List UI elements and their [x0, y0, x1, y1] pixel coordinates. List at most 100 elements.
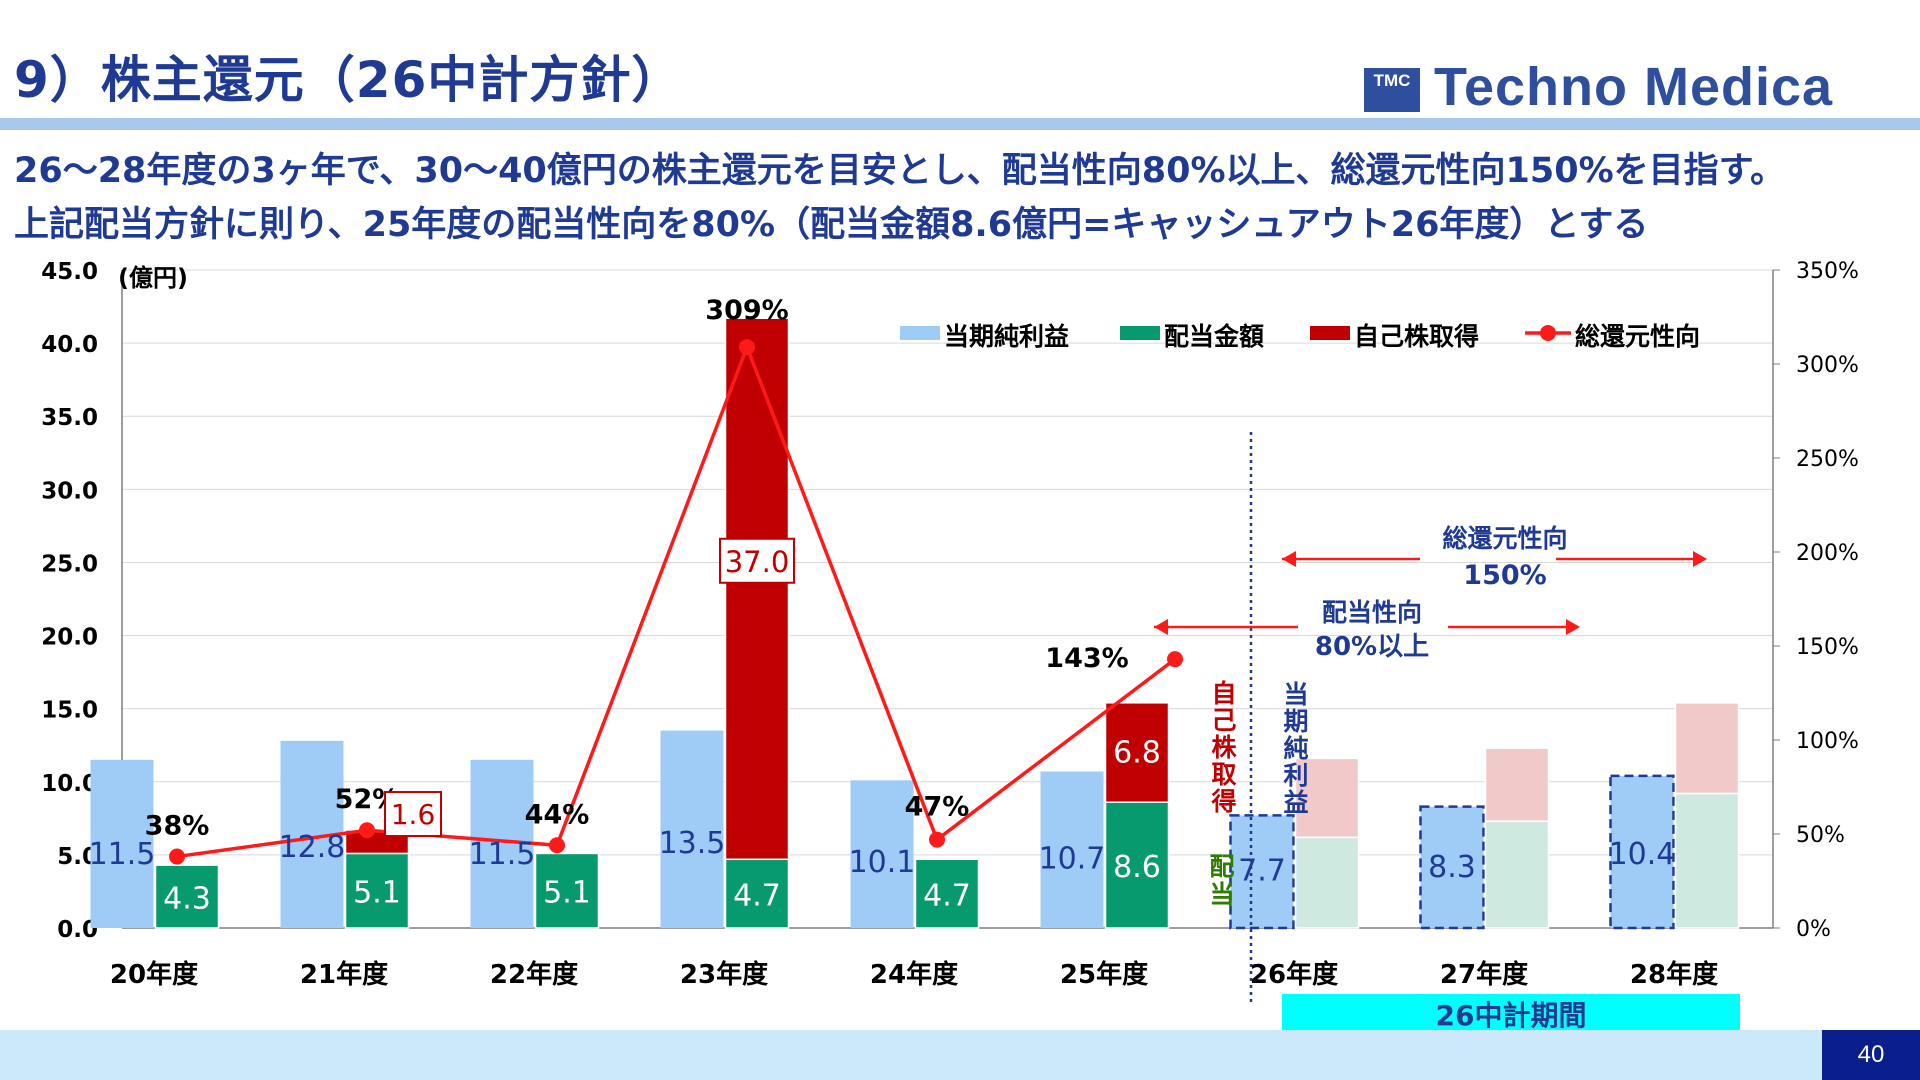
y-tick-label: 35.0 — [41, 405, 98, 431]
y-tick-label: 20.0 — [41, 625, 98, 651]
x-category-label: 25年度 — [1060, 959, 1148, 990]
x-category-label: 24年度 — [870, 959, 958, 990]
vertical-char: 純 — [1283, 734, 1308, 763]
net-income-label: 13.5 — [659, 826, 726, 861]
x-category-label: 28年度 — [1630, 959, 1718, 990]
dividend-bar — [1674, 792, 1740, 929]
y-tick-label: 40.0 — [41, 332, 98, 358]
dividend-bar — [1104, 801, 1170, 929]
plan-period-band — [1282, 994, 1740, 1030]
buyback-label-box — [384, 791, 442, 838]
logo-wordmark: Techno Medica — [1434, 57, 1834, 117]
dividend-bar — [344, 852, 410, 929]
total-return-label: 309% — [705, 295, 788, 326]
net-income-bar — [1040, 771, 1104, 928]
legend-label: 総還元性向 — [1575, 322, 1700, 351]
legend-swatch — [1120, 326, 1160, 340]
total-return-point — [169, 848, 185, 865]
y2-tick-label: 250% — [1796, 447, 1859, 472]
y2-tick-label: 0% — [1796, 917, 1831, 942]
net-income-bar — [850, 780, 914, 928]
vertical-char: 期 — [1283, 707, 1308, 736]
vertical-char: 自 — [1211, 679, 1236, 708]
y2-tick-label: 350% — [1796, 259, 1859, 284]
arrow-head — [1693, 551, 1707, 567]
arrow-head — [1154, 619, 1168, 635]
total-return-point — [1167, 651, 1183, 668]
dividend-label: 4.7 — [733, 879, 781, 914]
buyback-bar — [1484, 747, 1550, 823]
dividend-label: 5.1 — [353, 876, 401, 911]
total-return-label: 38% — [145, 811, 210, 842]
logo-mark: TMC — [1364, 68, 1420, 112]
vertical-char: 己 — [1211, 706, 1236, 735]
x-category-label: 23年度 — [680, 959, 768, 990]
net-income-label: 12.8 — [279, 830, 346, 865]
page-number: 40 — [1822, 1030, 1920, 1080]
total-return-point — [929, 831, 945, 848]
vertical-char: 益 — [1283, 788, 1308, 817]
x-category-label: 27年度 — [1440, 959, 1528, 990]
footer-bar — [0, 1030, 1920, 1080]
total-return-label: 47% — [905, 792, 970, 823]
arrow-head — [1282, 551, 1296, 567]
y-tick-label: 25.0 — [41, 551, 98, 577]
y2-tick-label: 300% — [1796, 353, 1859, 378]
total-return-line — [176, 342, 1177, 859]
legend-label: 当期純利益 — [944, 322, 1069, 351]
dividend-vertical-label: 配当 — [1209, 852, 1234, 909]
y-tick-label: 30.0 — [41, 478, 98, 504]
y-axis-unit-label: (億円) — [118, 264, 188, 292]
legend-label: 自己株取得 — [1354, 322, 1479, 351]
net-income-label: 11.5 — [469, 837, 536, 872]
line-layer — [169, 339, 1183, 865]
y2-tick-label: 200% — [1796, 541, 1859, 566]
buyback-vertical-label: 自己株取得 — [1210, 679, 1237, 816]
total-return-point — [549, 837, 565, 854]
y2-tick-label: 50% — [1796, 823, 1845, 848]
subtitle-line-2: 上記配当方針に則り、25年度の配当性向を80%（配当金額8.6億円=キャッシュア… — [14, 205, 1649, 245]
net-income-label: 10.1 — [849, 845, 916, 880]
vertical-char: 当 — [1209, 880, 1234, 909]
total-return-target-value: 150% — [1463, 560, 1546, 591]
y2-tick-label: 100% — [1796, 729, 1859, 754]
legend-label: 配当金額 — [1164, 322, 1264, 351]
x-category-label: 21年度 — [300, 959, 388, 990]
buyback-bar — [1104, 702, 1170, 803]
payout-target-label: 配当性向 — [1322, 598, 1422, 627]
shareholder-return-chart: 0.05.010.015.020.025.030.035.040.045.00%… — [41, 259, 1859, 1030]
buyback-bar — [1674, 702, 1740, 795]
page-title: 9）株主還元（26中計方針） — [14, 51, 683, 109]
legend-swatch — [1310, 326, 1350, 340]
total-return-target-label: 総還元性向 — [1442, 524, 1567, 553]
arrow-head — [1566, 619, 1580, 635]
buyback-label: 6.8 — [1113, 736, 1161, 771]
vertical-char: 利 — [1283, 761, 1308, 790]
net-income-bar — [1229, 814, 1295, 930]
net-income-label: 11.5 — [89, 837, 156, 872]
net-income-bar — [90, 759, 154, 928]
total-return-point — [359, 822, 375, 839]
dividend-label: 4.3 — [163, 882, 211, 917]
total-return-label: 44% — [525, 799, 590, 830]
legend-layer: 当期純利益 配当金額 自己株取得 総還元性向 — [900, 322, 1700, 351]
dividend-bar — [724, 858, 790, 929]
vertical-char: 当 — [1283, 680, 1308, 709]
vertical-char: 株 — [1211, 733, 1237, 762]
buyback-label: 1.6 — [391, 798, 436, 831]
vertical-char: 取 — [1211, 760, 1236, 789]
dividend-bar — [1294, 836, 1360, 929]
subtitle-line-1: 26～28年度の3ヶ年で、30～40億円の株主還元を目安とし、配当性向80%以上… — [14, 151, 1786, 191]
x-category-label: 26年度 — [1250, 959, 1338, 990]
company-logo: TMC Techno Medica — [1364, 57, 1894, 117]
y-tick-label: 15.0 — [41, 698, 98, 724]
dividend-label: 5.1 — [543, 876, 591, 911]
plan-period-label: 26中計期間 — [1436, 999, 1587, 1030]
buyback-label: 37.0 — [725, 545, 790, 579]
total-return-label: 143% — [1045, 643, 1128, 674]
dividend-bar — [1484, 820, 1550, 929]
x-category-label: 22年度 — [490, 959, 578, 990]
dividend-label: 8.6 — [1113, 850, 1161, 885]
buyback-bar — [724, 317, 790, 861]
